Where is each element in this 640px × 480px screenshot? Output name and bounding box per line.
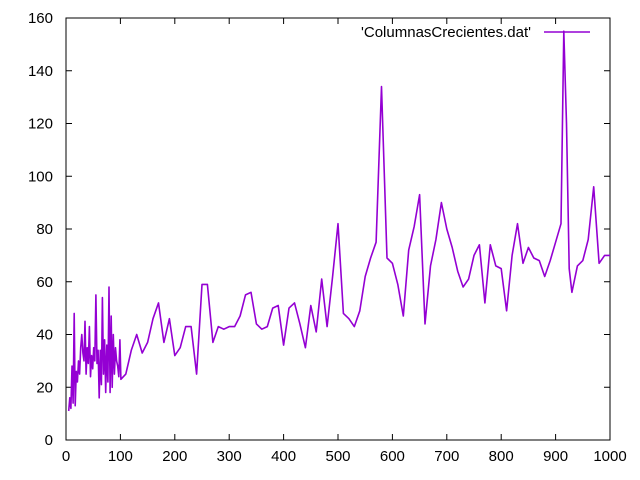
x-tick-label: 500 [325, 448, 350, 465]
x-tick-label: 1000 [593, 448, 626, 465]
x-tick-label: 0 [62, 448, 70, 465]
series-line [67, 30, 610, 412]
y-tick-label: 40 [36, 327, 53, 344]
y-tick-label: 160 [28, 10, 53, 27]
y-tick-label: 100 [28, 168, 53, 185]
x-tick-label: 600 [380, 448, 405, 465]
x-tick-label: 200 [162, 448, 187, 465]
x-tick-labels: 0 100 200 300 400 500 600 700 800 900 1000 [62, 448, 627, 465]
x-tick-label: 400 [271, 448, 296, 465]
y-tick-label: 80 [36, 221, 53, 238]
legend-entry-label: 'ColumnasCrecientes.dat' [361, 24, 531, 41]
x-tick-label: 700 [434, 448, 459, 465]
y-tick-labels: 0 20 40 60 80 100 120 140 160 [28, 10, 53, 449]
y-tick-label: 120 [28, 116, 53, 133]
x-tick-label: 300 [217, 448, 242, 465]
legend: 'ColumnasCrecientes.dat' [361, 24, 590, 41]
x-tick-label: 100 [108, 448, 133, 465]
x-tick-label: 900 [543, 448, 568, 465]
y-tick-label: 0 [45, 432, 53, 449]
y-tick-label: 20 [36, 379, 53, 396]
series-layer [67, 30, 610, 412]
y-tick-label: 140 [28, 63, 53, 80]
y-tick-label: 60 [36, 274, 53, 291]
x-tick-label: 800 [489, 448, 514, 465]
tick-marks [66, 18, 610, 440]
